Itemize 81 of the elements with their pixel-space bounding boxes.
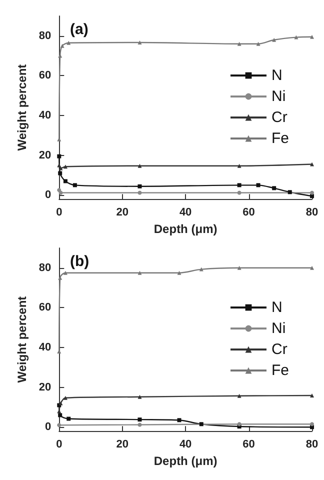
point [310,34,314,39]
point [237,42,242,46]
y-tick-label: 0 [45,189,52,202]
y-axis-title: Weight percent [15,296,29,383]
point [63,270,68,275]
y-tick-label: 60 [38,302,52,314]
point [138,394,142,399]
legend-label: N [271,299,282,316]
point [138,40,142,44]
point [138,418,142,422]
point [177,270,182,275]
point [57,154,62,158]
legend-label: N [271,67,282,84]
point [138,270,142,275]
point [310,190,314,195]
point [58,171,62,176]
point [58,190,63,195]
point [272,38,276,42]
x-tick-label: 80 [306,206,318,219]
point [138,164,142,168]
x-tick-label: 60 [242,206,255,219]
point [58,276,62,280]
x-tick-label: 20 [116,206,128,219]
y-tick-label: 80 [38,262,52,274]
point [58,166,63,170]
point [237,422,242,426]
point [177,418,182,422]
point [237,190,242,195]
y-tick-label: 40 [38,342,52,354]
annotation: (b) [70,253,90,270]
x-axis-title: Depth (μm) [154,454,218,468]
point [60,44,64,48]
legend-label: Fe [271,130,290,147]
y-tick-label: 80 [38,30,52,42]
x-tick-label: 40 [179,206,192,219]
point [294,35,298,40]
point [63,396,68,400]
point [63,164,68,169]
y-tick-label: 20 [38,149,52,162]
point [58,413,62,418]
x-tick-label: 0 [56,438,62,451]
legend-label: Fe [271,362,290,379]
point [310,393,314,398]
point [272,186,276,190]
legend-label: Ni [271,320,286,337]
point [57,423,62,428]
y-axis-title: Weight percent [15,64,29,151]
x-tick-label: 80 [306,438,318,451]
point [310,266,314,270]
point [256,42,260,46]
x-tick-label: 0 [56,206,62,219]
legend-label: Ni [271,88,286,105]
point [310,162,314,166]
point [310,422,314,426]
point [288,190,292,194]
y-tick-label: 20 [38,381,52,394]
legend-label: Cr [271,109,288,126]
point [256,183,260,188]
point [237,394,242,398]
legend-label: Cr [271,341,288,358]
point [237,164,242,168]
point [199,422,204,426]
x-tick-label: 20 [116,438,128,451]
x-tick-label: 40 [179,438,192,451]
point [237,266,242,270]
point [66,40,71,45]
point [63,179,68,184]
x-axis-title: Depth (μm) [154,222,218,236]
y-tick-label: 0 [45,421,52,434]
point [237,183,242,188]
annotation: (a) [70,21,88,38]
y-tick-label: 60 [38,70,52,82]
y-tick-label: 40 [38,110,52,122]
point [138,184,142,188]
point [138,422,142,427]
point [72,183,77,188]
point [66,416,71,421]
point [138,190,142,195]
x-tick-label: 60 [242,438,255,451]
point [199,267,204,272]
point [57,163,62,168]
